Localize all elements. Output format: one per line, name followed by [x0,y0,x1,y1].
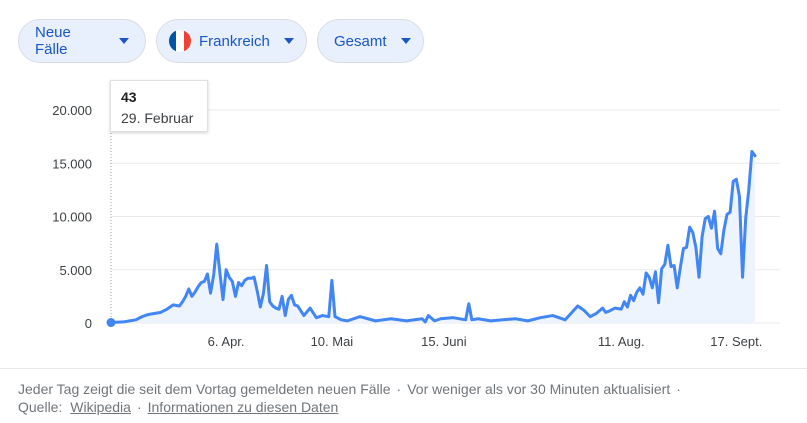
x-tick-label: 17. Sept. [710,334,762,349]
x-tick-label: 6. Apr. [208,334,245,349]
y-tick-label: 20.000 [52,103,92,118]
y-tick-label: 15.000 [52,156,92,171]
tooltip-value: 43 [121,89,137,105]
data-info-link[interactable]: Informationen zu diesen Daten [147,399,339,415]
footer-separator: · [676,381,681,397]
country-dropdown[interactable]: Frankreich [156,19,307,63]
metric-dropdown-label: Neue Fälle [35,24,71,58]
caret-down-icon [400,38,411,44]
footer-separator: · [136,399,142,415]
france-flag-icon [169,30,191,52]
country-dropdown-label: Frankreich [199,32,270,50]
caret-down-icon [119,38,129,44]
highlighted-point [106,318,116,328]
wikipedia-link[interactable]: Wikipedia [70,399,131,415]
caret-down-icon [283,38,294,44]
footer-text: Jeder Tag zeigt die seit dem Vortag geme… [18,381,391,397]
chart-tooltip: 43 29. Februar [110,80,208,132]
footer-divider [0,368,807,369]
y-tick-label: 5.000 [59,263,92,278]
new-cases-chart[interactable]: 0 5.000 10.000 15.000 20.000 6. Apr. 10. Mai 15… [0,0,807,368]
footer-updated: Vor weniger als vor 30 Minuten aktualisi… [407,381,671,397]
footer-description: Jeder Tag zeigt die seit dem Vortag geme… [18,381,687,397]
y-tick-label: 10.000 [52,210,92,225]
range-dropdown[interactable]: Gesamt [317,19,424,63]
series-line [109,150,757,325]
x-tick-label: 15. Juni [421,334,467,349]
range-dropdown-label: Gesamt [334,32,387,50]
source-label: Quelle: [18,399,63,415]
footer-separator: · [396,381,402,397]
x-tick-label: 11. Aug. [598,334,645,349]
metric-dropdown[interactable]: Neue Fälle [18,19,146,63]
y-tick-label: 0 [85,316,92,331]
x-tick-label: 10. Mai [311,334,354,349]
footer-source: Quelle: Wikipedia · Informationen zu diese… [18,399,338,415]
tooltip-date: 29. Februar [121,110,194,126]
